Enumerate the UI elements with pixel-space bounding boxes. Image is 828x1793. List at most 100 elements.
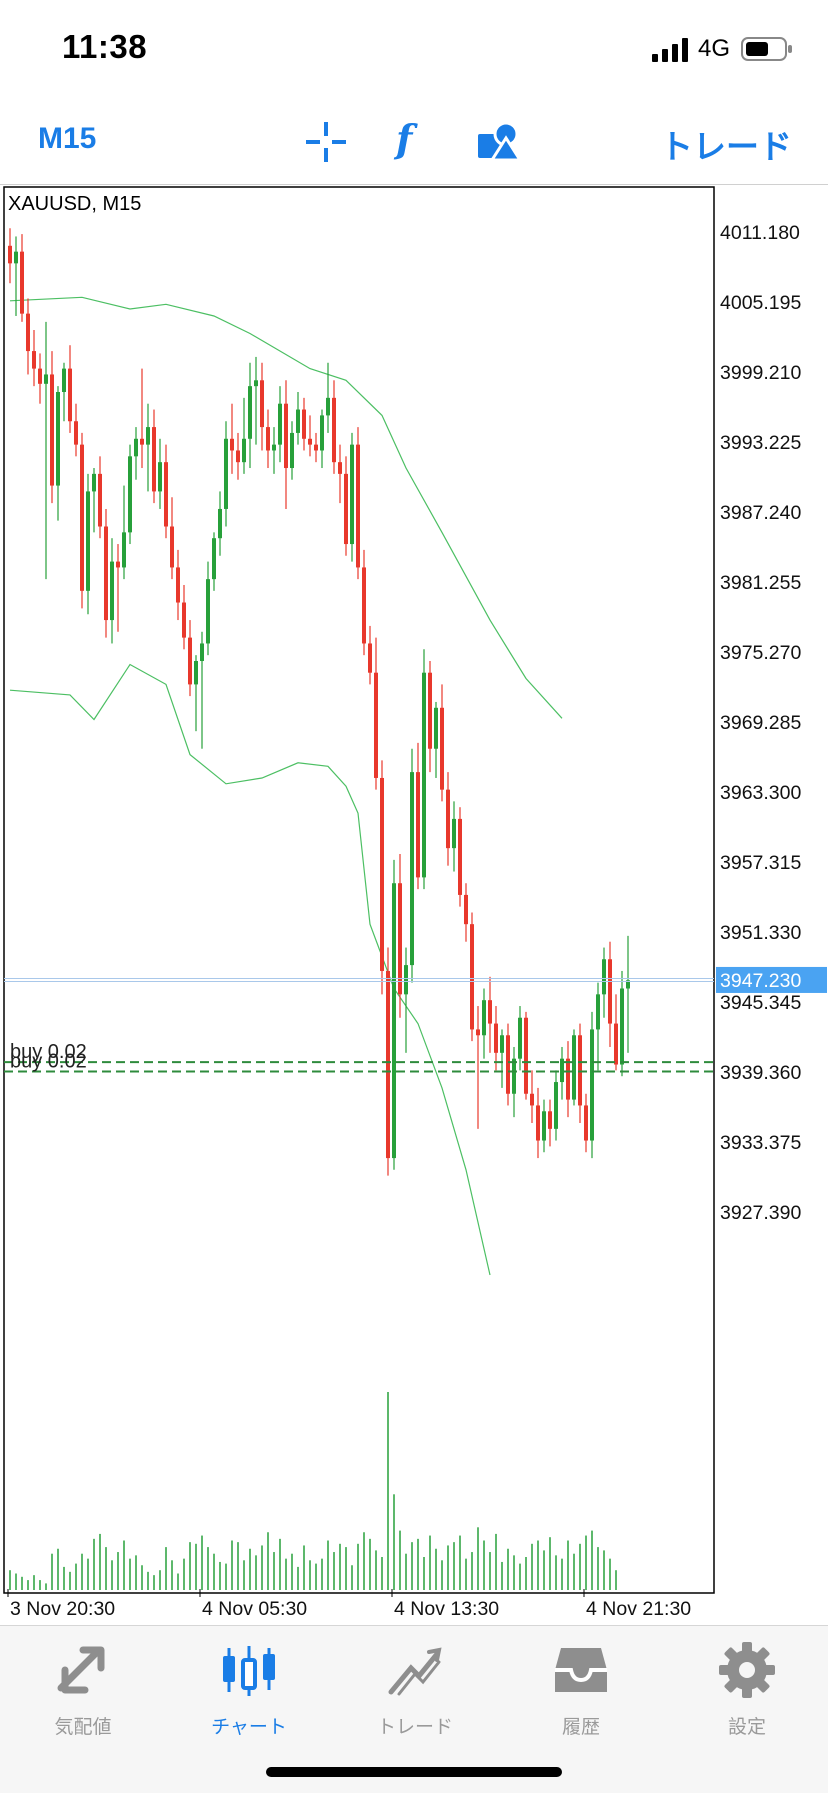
- candle-body: [440, 707, 444, 790]
- candle-body: [218, 508, 222, 539]
- candle-body: [398, 883, 402, 995]
- candle-body: [278, 403, 282, 445]
- candle-body: [242, 438, 246, 463]
- candle-body: [524, 1017, 528, 1094]
- tab-history[interactable]: 履歴: [498, 1640, 664, 1750]
- battery-icon: [741, 37, 792, 61]
- candle-body: [152, 427, 156, 492]
- candle-body: [230, 438, 234, 451]
- candle-body: [140, 438, 144, 445]
- shapes-icon[interactable]: [476, 120, 522, 164]
- candle: [590, 1011, 594, 1159]
- candle-body: [68, 368, 72, 422]
- candle-body: [296, 409, 300, 433]
- candle: [38, 353, 42, 404]
- candle-body: [422, 672, 426, 878]
- candle-body: [302, 409, 306, 439]
- candle-body: [518, 1017, 522, 1059]
- candle: [248, 362, 252, 469]
- candle: [26, 298, 30, 375]
- candle-body: [44, 374, 48, 384]
- tab-chart[interactable]: チャート: [166, 1640, 332, 1750]
- candle: [566, 1041, 570, 1118]
- candle-body: [452, 818, 456, 849]
- crosshair-icon[interactable]: [304, 120, 348, 164]
- price-axis: 4011.180 4005.195 3999.210 3993.225 3987.240…: [716, 222, 827, 1224]
- candle-body: [494, 1023, 498, 1053]
- candle-body: [254, 380, 258, 387]
- candle: [140, 368, 144, 469]
- candle: [584, 1093, 588, 1153]
- candle-body: [416, 772, 420, 878]
- candle: [266, 409, 270, 469]
- candle: [368, 625, 372, 685]
- candle-body: [410, 772, 414, 966]
- time-axis: 3 Nov 20:30 4 Nov 05:30 4 Nov 13:30 4 Nov 2…: [7, 1589, 691, 1620]
- price-tick-label: 3951.330: [720, 922, 801, 944]
- candle: [194, 655, 198, 732]
- tab-settings[interactable]: 設定: [664, 1640, 828, 1750]
- candle: [110, 538, 114, 644]
- candle-body: [434, 707, 438, 749]
- candle-body: [584, 1105, 588, 1141]
- candle-body: [602, 959, 606, 995]
- candle-body: [356, 444, 360, 568]
- candle: [188, 620, 192, 697]
- candle-body: [308, 438, 312, 445]
- candle-body: [470, 924, 474, 1030]
- candle-body: [188, 637, 192, 685]
- candle: [554, 1070, 558, 1141]
- candle: [200, 631, 204, 749]
- candle-body: [14, 251, 18, 264]
- timeframe-button[interactable]: M15: [38, 122, 97, 155]
- candle: [170, 497, 174, 580]
- candle: [506, 1023, 510, 1106]
- candle-body: [482, 1000, 486, 1036]
- candle-body: [290, 432, 294, 469]
- candle: [542, 1099, 546, 1153]
- candle: [44, 321, 48, 580]
- bollinger-lower-line: [9, 663, 491, 1276]
- candle: [314, 432, 318, 463]
- candle: [356, 427, 360, 580]
- tab-quotes[interactable]: 気配値: [0, 1640, 166, 1750]
- candle-body: [590, 1029, 594, 1141]
- candle-body: [8, 245, 12, 264]
- candle: [92, 468, 96, 533]
- candle-body: [350, 444, 354, 545]
- candle-body: [128, 456, 132, 533]
- trade-button[interactable]: トレード: [660, 128, 792, 165]
- candle-body: [344, 473, 348, 545]
- inbox-tray-icon: [555, 1648, 607, 1692]
- candle: [596, 982, 600, 1071]
- order-label: buy 0.02: [10, 1041, 87, 1063]
- time-tick-label: 4 Nov 05:30: [202, 1598, 307, 1620]
- candle: [14, 236, 18, 316]
- candle-body: [554, 1082, 558, 1129]
- candle: [8, 228, 12, 284]
- tab-trade[interactable]: トレード: [332, 1640, 498, 1750]
- current-price-badge: [716, 966, 827, 993]
- candle-body: [176, 567, 180, 603]
- gear-icon: [719, 1642, 775, 1698]
- candle: [128, 444, 132, 545]
- candle-body: [362, 567, 366, 644]
- candle: [404, 947, 408, 1053]
- candle-body: [212, 538, 216, 580]
- indicators-button[interactable]: f: [396, 116, 413, 161]
- price-chart[interactable]: buy 0.02 buy 0.02 4011.180 4005.195 3999.21…: [0, 185, 828, 1625]
- tab-label: チャート: [211, 1717, 287, 1738]
- candle: [470, 912, 474, 1042]
- candle: [452, 801, 456, 872]
- price-tick-label: 3963.300: [720, 782, 801, 804]
- candle-body: [272, 444, 276, 451]
- candle: [308, 415, 312, 457]
- candle: [398, 853, 402, 1018]
- candle-body: [80, 444, 84, 591]
- price-tick-label: 3975.270: [720, 642, 801, 664]
- candle: [230, 403, 234, 474]
- candle: [68, 345, 72, 433]
- candle-body: [200, 643, 204, 662]
- candle: [176, 549, 180, 621]
